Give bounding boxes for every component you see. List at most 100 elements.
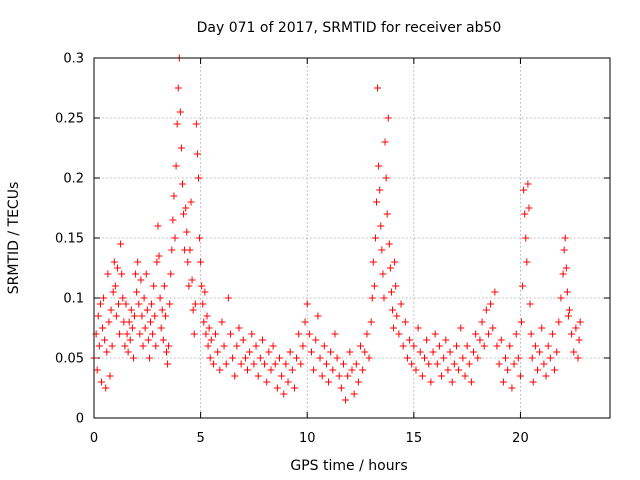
data-point: [392, 282, 400, 290]
data-point: [380, 294, 388, 302]
data-point: [480, 342, 488, 350]
data-point: [446, 348, 454, 356]
data-point: [522, 234, 530, 242]
data-point: [540, 360, 548, 368]
data-point: [348, 366, 356, 374]
data-point: [369, 258, 377, 266]
data-point: [412, 366, 420, 374]
data-point: [121, 342, 129, 350]
data-point: [564, 312, 572, 320]
x-tick-label: 5: [196, 431, 204, 446]
data-point: [346, 348, 354, 356]
data-point: [448, 378, 456, 386]
data-point: [391, 258, 399, 266]
y-tick-label: 0: [76, 412, 84, 427]
data-point: [131, 312, 139, 320]
data-point: [188, 276, 196, 284]
y-tick-label: 0.25: [55, 112, 84, 127]
data-point: [560, 246, 568, 254]
data-point: [141, 324, 149, 332]
data-point: [97, 378, 105, 386]
data-point: [200, 318, 208, 326]
data-point: [555, 318, 563, 326]
data-point: [282, 360, 290, 368]
data-points: [90, 54, 584, 404]
data-point: [109, 288, 117, 296]
data-point: [384, 114, 392, 122]
data-point: [381, 138, 389, 146]
data-point: [455, 366, 463, 374]
data-point: [529, 378, 537, 386]
data-point: [516, 372, 524, 380]
data-point: [191, 300, 199, 308]
data-point: [206, 354, 214, 362]
data-point: [112, 312, 120, 320]
data-point: [512, 330, 520, 338]
data-point: [499, 378, 507, 386]
data-point: [526, 300, 534, 308]
data-point: [489, 324, 497, 332]
data-point: [265, 348, 273, 356]
data-point: [385, 240, 393, 248]
data-point: [177, 144, 185, 152]
data-point: [214, 348, 222, 356]
data-point: [99, 324, 107, 332]
data-point: [95, 342, 103, 350]
data-point: [125, 318, 133, 326]
data-point: [290, 384, 298, 392]
data-point: [557, 294, 565, 302]
data-point: [536, 348, 544, 356]
data-point: [491, 288, 499, 296]
data-point: [335, 372, 343, 380]
data-point: [154, 222, 162, 230]
data-point: [202, 330, 210, 338]
data-point: [169, 216, 177, 224]
data-point: [244, 366, 252, 374]
data-point: [465, 360, 473, 368]
data-point: [115, 300, 123, 308]
y-tick-label: 0.1: [63, 292, 84, 307]
data-point: [354, 378, 362, 386]
data-point: [528, 354, 536, 362]
data-point: [538, 324, 546, 332]
data-point: [374, 84, 382, 92]
data-point: [204, 342, 212, 350]
data-point: [185, 282, 193, 290]
chart-title: Day 071 of 2017, SRMTID for receiver ab5…: [197, 20, 502, 36]
data-point: [337, 384, 345, 392]
data-point: [139, 342, 147, 350]
data-point: [301, 318, 309, 326]
data-point: [531, 342, 539, 350]
data-point: [101, 336, 109, 344]
data-point: [299, 342, 307, 350]
data-point: [284, 378, 292, 386]
data-point: [333, 354, 341, 362]
data-point: [102, 384, 110, 392]
data-point: [371, 234, 379, 242]
data-point: [269, 342, 277, 350]
data-point: [172, 162, 180, 170]
data-point: [379, 270, 387, 278]
data-point: [122, 300, 130, 308]
data-point: [170, 192, 178, 200]
data-point: [322, 360, 330, 368]
data-point: [316, 354, 324, 362]
data-point: [357, 342, 365, 350]
data-point: [153, 258, 161, 266]
data-point: [562, 264, 570, 272]
data-point: [205, 324, 213, 332]
data-point: [237, 360, 245, 368]
data-point: [127, 306, 135, 314]
data-point: [203, 312, 211, 320]
data-point: [261, 360, 269, 368]
data-point: [420, 354, 428, 362]
data-point: [459, 354, 467, 362]
data-point: [495, 360, 503, 368]
data-point: [297, 360, 305, 368]
data-point: [116, 330, 124, 338]
data-point: [389, 306, 397, 314]
data-point: [157, 324, 165, 332]
data-point: [209, 360, 217, 368]
data-point: [216, 366, 224, 374]
